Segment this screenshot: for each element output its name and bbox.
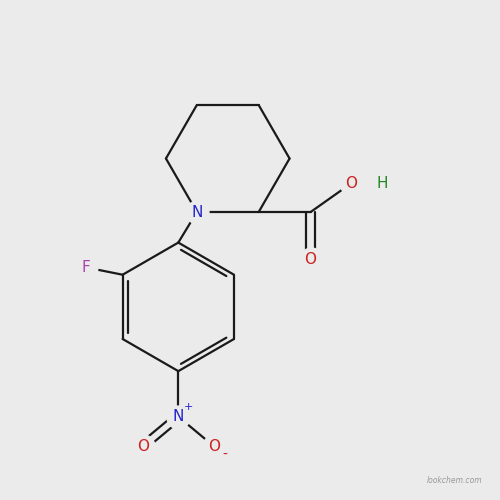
Text: O: O bbox=[345, 176, 357, 191]
Text: O: O bbox=[304, 252, 316, 266]
Text: +: + bbox=[184, 402, 193, 411]
Text: -: - bbox=[222, 448, 227, 462]
Text: F: F bbox=[81, 260, 90, 275]
Text: O: O bbox=[136, 439, 148, 454]
Text: N: N bbox=[172, 409, 184, 424]
Text: lookchem.com: lookchem.com bbox=[427, 476, 482, 485]
Text: H: H bbox=[377, 176, 388, 191]
Text: O: O bbox=[208, 439, 220, 454]
Text: N: N bbox=[191, 204, 202, 220]
